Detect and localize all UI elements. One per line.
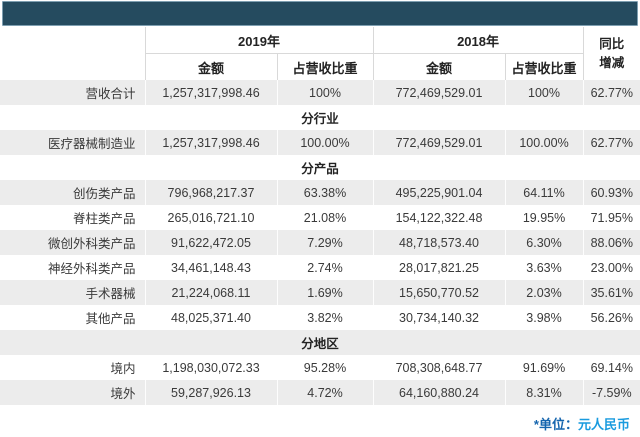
amount-2018: 495,225,901.04 — [372, 180, 506, 205]
yoy-change: 23.00% — [582, 255, 640, 280]
unit-footnote-value: 元人民币 — [577, 417, 630, 432]
amount-2019: 34,461,148.43 — [144, 255, 277, 280]
amount-2019: 1,257,317,998.46 — [144, 80, 277, 105]
table-row: 境内 1,198,030,072.33 95.28% 708,308,648.77 91… — [0, 355, 640, 380]
yoy-change: 35.61% — [582, 280, 640, 305]
amount-2018: 28,017,821.25 — [372, 255, 506, 280]
table-row: 微创外科类产品 91,622,472.05 7.29% 48,718,573.40 6.… — [0, 230, 640, 255]
amount-2019: 796,968,217.37 — [144, 180, 277, 205]
header-cell-blank — [0, 27, 145, 80]
ratio-2018: 8.31% — [504, 380, 584, 405]
amount-2019: 48,025,371.40 — [144, 305, 277, 330]
amount-2018: 772,469,529.01 — [372, 80, 506, 105]
header-cell-amount-2018: 金额 — [372, 53, 506, 80]
amount-2018: 708,308,648.77 — [372, 355, 506, 380]
amount-2018: 64,160,880.24 — [372, 380, 506, 405]
table-body: 营收合计 1,257,317,998.46 100% 772,469,529.01 10… — [0, 80, 640, 405]
row-label: 创伤类产品 — [0, 180, 145, 205]
table-row: 创伤类产品 796,968,217.37 63.38% 495,225,901.04 6… — [0, 180, 640, 205]
amount-2019: 265,016,721.10 — [144, 205, 277, 230]
row-label: 营收合计 — [0, 80, 145, 105]
amount-2018: 48,718,573.40 — [372, 230, 506, 255]
yoy-change: 62.77% — [582, 80, 640, 105]
yoy-label-line2: 增减 — [599, 55, 625, 70]
ratio-2019: 4.72% — [276, 380, 374, 405]
amount-2019: 91,622,472.05 — [144, 230, 277, 255]
ratio-2019: 3.82% — [276, 305, 374, 330]
unit-footnote-prefix: *单位： — [533, 417, 578, 432]
section-label: 分地区 — [0, 330, 640, 355]
ratio-2018: 100% — [504, 80, 584, 105]
table-row: 神经外科类产品 34,461,148.43 2.74% 28,017,821.25 3.… — [0, 255, 640, 280]
revenue-breakdown-table: 2019年 2018年 同比 增减 金额 占营收比重 金额 占营收比重 营收合计… — [0, 27, 640, 405]
section-label: 分行业 — [301, 112, 339, 126]
amount-2019: 1,198,030,072.33 — [144, 355, 277, 380]
amount-2019: 59,287,926.13 — [144, 380, 277, 405]
ratio-2018: 100.00% — [504, 130, 584, 155]
row-label: 微创外科类产品 — [0, 230, 145, 255]
row-label: 手术器械 — [0, 280, 145, 305]
ratio-2018: 6.30% — [504, 230, 584, 255]
amount-2019: 1,257,317,998.46 — [144, 130, 277, 155]
ratio-2018: 3.63% — [504, 255, 584, 280]
header-row-metrics: 金额 占营收比重 金额 占营收比重 — [0, 53, 640, 80]
ratio-2019: 95.28% — [276, 355, 374, 380]
ratio-2019: 1.69% — [276, 280, 374, 305]
amount-2018: 154,122,322.48 — [372, 205, 506, 230]
row-label: 境外 — [0, 380, 145, 405]
table-row: 营收合计 1,257,317,998.46 100% 772,469,529.01 10… — [0, 80, 640, 105]
header-cell-ratio-2018: 占营收比重 — [504, 53, 584, 80]
header-cell-year-2018: 2018年 — [372, 27, 584, 54]
section-row: 分地区 — [0, 330, 640, 355]
yoy-change: 60.93% — [582, 180, 640, 205]
ratio-2019: 2.74% — [276, 255, 374, 280]
ratio-2018: 3.98% — [504, 305, 584, 330]
header-cell-yoy: 同比 增减 — [582, 27, 640, 80]
header-row-years: 2019年 2018年 同比 增减 — [0, 27, 640, 80]
yoy-change: -7.59% — [582, 380, 640, 405]
ratio-2019: 7.29% — [276, 230, 374, 255]
unit-footnote: *单位：元人民币 — [0, 405, 640, 437]
table-row: 医疗器械制造业 1,257,317,998.46 100.00% 772,469,52… — [0, 130, 640, 155]
ratio-2018: 2.03% — [504, 280, 584, 305]
table-header: 2019年 2018年 同比 增减 金额 占营收比重 金额 占营收比重 — [0, 27, 640, 80]
amount-2018: 15,650,770.52 — [372, 280, 506, 305]
table-row: 境外 59,287,926.13 4.72% 64,160,880.24 8.31% -7… — [0, 380, 640, 405]
yoy-change: 69.14% — [582, 355, 640, 380]
header-cell-amount-2019: 金额 — [144, 53, 277, 80]
ratio-2018: 64.11% — [504, 180, 584, 205]
row-label: 脊柱类产品 — [72, 212, 136, 226]
amount-2018: 30,734,140.32 — [372, 305, 506, 330]
section-label: 分产品 — [301, 162, 339, 176]
top-title-bar — [2, 1, 638, 26]
row-label: 其他产品 — [85, 312, 136, 326]
yoy-change: 88.06% — [582, 230, 640, 255]
row-label: 医疗器械制造业 — [0, 130, 145, 155]
table-row: 其他产品 48,025,371.40 3.82% 30,734,140.32 3.98%… — [0, 305, 640, 330]
yoy-change: 71.95% — [582, 205, 640, 230]
header-cell-ratio-2019: 占营收比重 — [276, 53, 374, 80]
header-cell-year-2019: 2019年 — [144, 27, 374, 54]
table-row: 手术器械 21,224,068.11 1.69% 15,650,770.52 2.03%… — [0, 280, 640, 305]
ratio-2018: 19.95% — [504, 205, 584, 230]
yoy-label-line1: 同比 — [599, 37, 625, 52]
section-row: 分产品 — [0, 155, 640, 180]
ratio-2019: 100% — [276, 80, 374, 105]
ratio-2018: 91.69% — [504, 355, 584, 380]
amount-2019: 21,224,068.11 — [144, 280, 277, 305]
section-row: 分行业 — [0, 105, 640, 130]
amount-2018: 772,469,529.01 — [372, 130, 506, 155]
ratio-2019: 100.00% — [276, 130, 374, 155]
yoy-change: 56.26% — [582, 305, 640, 330]
yoy-change: 62.77% — [582, 130, 640, 155]
ratio-2019: 21.08% — [276, 205, 374, 230]
row-label: 神经外科类产品 — [47, 262, 136, 276]
ratio-2019: 63.38% — [276, 180, 374, 205]
table-row: 脊柱类产品 265,016,721.10 21.08% 154,122,322.48 1… — [0, 205, 640, 230]
row-label: 境内 — [110, 362, 136, 376]
